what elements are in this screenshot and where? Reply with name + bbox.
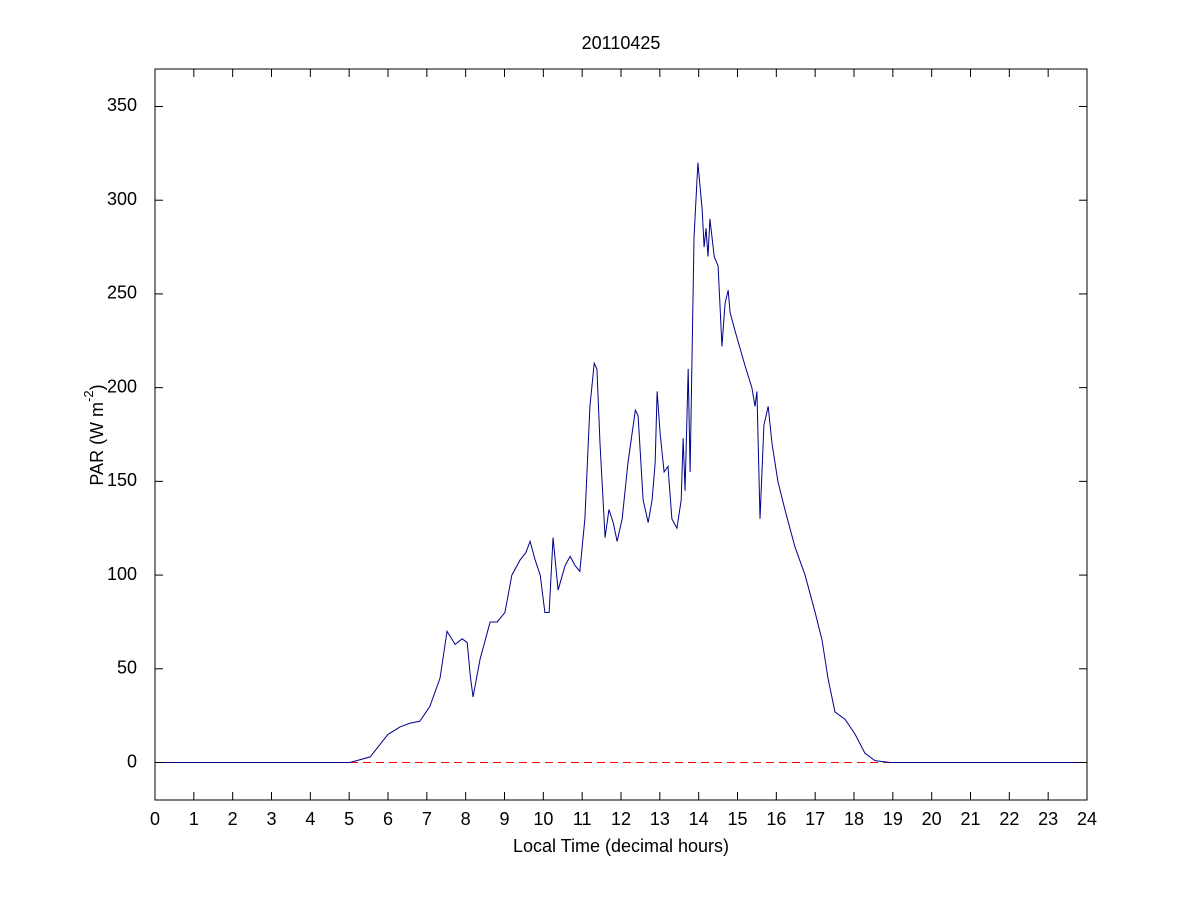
x-tick-label: 4 (305, 809, 315, 829)
x-tick-label: 21 (960, 809, 980, 829)
y-tick-label: 0 (127, 751, 137, 771)
x-tick-label: 22 (999, 809, 1019, 829)
x-tick-label: 20 (922, 809, 942, 829)
x-tick-label: 14 (689, 809, 709, 829)
chart-title: 20110425 (582, 33, 661, 53)
x-tick-label: 17 (805, 809, 825, 829)
x-tick-label: 13 (650, 809, 670, 829)
y-tick-label: 100 (107, 564, 137, 584)
y-axis-label-sup: -2 (81, 390, 96, 402)
x-tick-label: 18 (844, 809, 864, 829)
x-tick-label: 10 (533, 809, 553, 829)
x-tick-label: 7 (422, 809, 432, 829)
x-tick-label: 6 (383, 809, 393, 829)
plot-frame (154, 68, 1088, 801)
y-tick-label: 300 (107, 189, 137, 209)
y-tick-label: 200 (107, 376, 137, 396)
x-axis-label: Local Time (decimal hours) (513, 836, 729, 856)
y-axis-label: PAR (W m-2) (81, 384, 106, 485)
x-tick-label: 2 (228, 809, 238, 829)
x-tick-label: 23 (1038, 809, 1058, 829)
x-tick-label: 5 (344, 809, 354, 829)
x-tick-label: 15 (727, 809, 747, 829)
y-tick-label: 50 (117, 658, 137, 678)
y-axis-label-end: ) (87, 384, 107, 390)
x-tick-label: 3 (266, 809, 276, 829)
x-tick-label: 1 (189, 809, 199, 829)
x-tick-label: 12 (611, 809, 631, 829)
y-tick-label: 250 (107, 283, 137, 303)
x-tick-label: 11 (573, 809, 592, 829)
x-tick-label: 16 (766, 809, 786, 829)
x-tick-label: 9 (499, 809, 509, 829)
x-tick-label: 8 (461, 809, 471, 829)
y-tick-label: 350 (107, 95, 137, 115)
x-tick-label: 24 (1077, 809, 1097, 829)
y-axis-label-main: PAR (W m (87, 402, 107, 486)
data-line (155, 162, 1087, 764)
y-tick-label: 150 (107, 470, 137, 490)
x-tick-label: 19 (883, 809, 903, 829)
x-tick-label: 0 (150, 809, 160, 829)
